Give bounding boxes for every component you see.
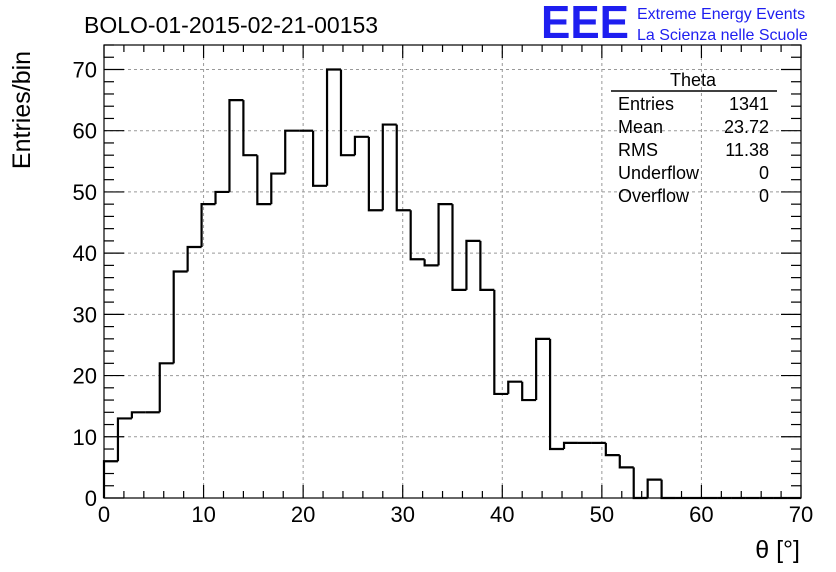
- histogram-bin: [646, 478, 662, 498]
- histogram-bin: [186, 245, 202, 272]
- logo-line-1: Extreme Energy Events: [637, 6, 805, 23]
- stats-label: Overflow: [618, 186, 690, 206]
- x-tick-label: 20: [291, 502, 315, 527]
- histogram-bin: [465, 239, 481, 290]
- histogram-bin: [228, 98, 244, 192]
- histogram-bin: [660, 479, 676, 500]
- histogram-bin: [409, 210, 425, 261]
- histogram-bin: [423, 259, 439, 267]
- histogram-bin: [535, 337, 551, 401]
- histogram-bin: [548, 338, 565, 451]
- histogram-series: [102, 68, 801, 500]
- chart-title: BOLO-01-2015-02-21-00153: [84, 12, 378, 38]
- stats-label: Entries: [618, 94, 674, 114]
- histogram-bin: [312, 130, 328, 187]
- histogram-bin: [507, 380, 523, 394]
- stats-value: 11.38: [725, 140, 769, 160]
- eee-logo: EEE Extreme Energy Events La Scienza nel…: [541, 0, 808, 48]
- y-tick-label: 70: [73, 57, 97, 82]
- histogram-bin: [130, 411, 146, 419]
- histogram-bin: [479, 240, 495, 291]
- x-tick-label: 30: [390, 502, 414, 527]
- histogram-bin: [353, 135, 369, 156]
- stats-label: Underflow: [618, 163, 700, 183]
- x-tick-label: 60: [689, 502, 713, 527]
- eee-logo-mark: EEE: [541, 0, 629, 48]
- x-tick-label: 10: [191, 502, 215, 527]
- stats-value: 1341: [729, 94, 769, 114]
- histogram-bin: [381, 123, 397, 211]
- x-axis-label: θ [°]: [755, 536, 800, 564]
- histogram-bin: [116, 417, 132, 462]
- histogram-bin: [632, 467, 648, 500]
- histogram-bin: [270, 172, 286, 205]
- histogram-bin: [562, 441, 578, 450]
- x-tick-label: 40: [490, 502, 514, 527]
- histogram-bin: [284, 129, 300, 174]
- stats-label: Mean: [618, 117, 663, 137]
- y-tick-label: 0: [85, 486, 97, 511]
- logo-line-2: La Scienza nelle Scuole: [637, 27, 808, 44]
- histogram-bin: [158, 362, 174, 413]
- stats-value: 0: [759, 186, 769, 206]
- histogram-bin: [102, 460, 118, 498]
- histogram-bin: [172, 270, 188, 364]
- y-axis-label: Entries/bin: [8, 51, 36, 169]
- stats-value: 0: [759, 163, 769, 183]
- histogram-bin: [395, 124, 411, 212]
- y-tick-label: 20: [73, 364, 97, 389]
- y-tick-label: 60: [73, 119, 97, 144]
- histogram-bin: [451, 204, 467, 291]
- histogram-bin: [200, 203, 216, 248]
- histogram-bin: [367, 136, 383, 212]
- x-tick-labels: 0 10 20 30 40 50 60 70: [98, 502, 813, 527]
- x-tick-label: 0: [98, 502, 110, 527]
- y-tick-label: 40: [73, 241, 97, 266]
- x-tick-label: 50: [590, 502, 614, 527]
- histogram-bin: [214, 190, 230, 205]
- histogram-bin: [493, 289, 509, 396]
- histogram-bin: [242, 100, 258, 157]
- histogram-bin: [618, 455, 634, 469]
- histogram-bin: [521, 381, 537, 402]
- stats-box: Theta Entries 1341 Mean 23.72 RMS 11.38 Underf…: [611, 70, 777, 206]
- histogram-bin: [325, 68, 341, 186]
- histogram-bin: [256, 155, 272, 206]
- histogram-bin: [604, 442, 620, 457]
- histogram-bin: [437, 203, 453, 266]
- y-tick-label: 50: [73, 180, 97, 205]
- plot-frame: [103, 44, 802, 499]
- y-tick-label: 10: [73, 425, 97, 450]
- y-tick-labels: 0 10 20 30 40 50 60 70: [73, 57, 97, 511]
- stats-value: 23.72: [724, 117, 769, 137]
- stats-title: Theta: [670, 70, 717, 90]
- y-tick-label: 30: [73, 302, 97, 327]
- stats-label: RMS: [618, 140, 658, 160]
- axis-ticks: [103, 44, 802, 499]
- x-tick-label: 70: [789, 502, 813, 527]
- histogram-bin: [339, 69, 355, 157]
